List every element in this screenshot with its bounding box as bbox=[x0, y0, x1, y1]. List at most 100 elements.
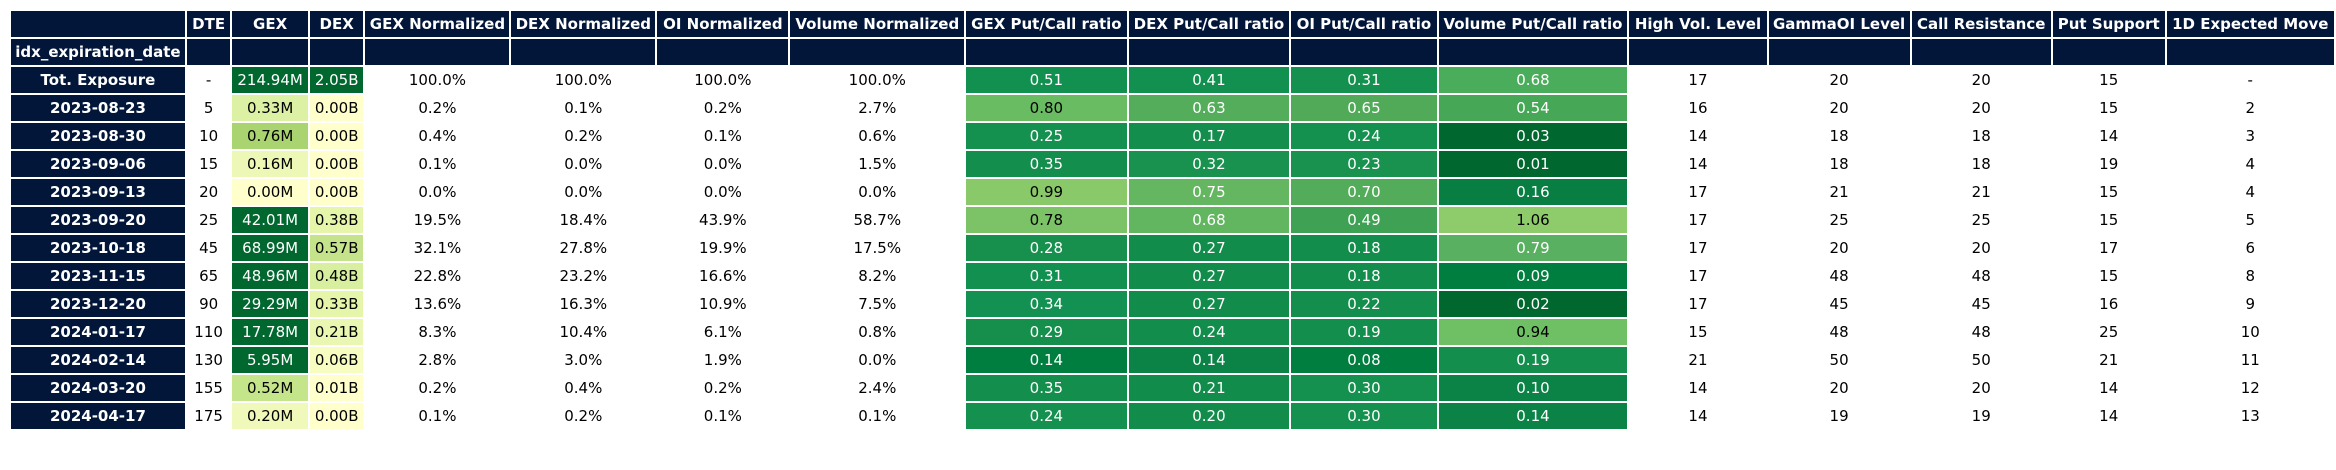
table-cell: 0.30 bbox=[1289, 401, 1439, 431]
table-cell: 0.17 bbox=[1126, 121, 1292, 151]
row-label: 2023-08-30 bbox=[9, 121, 187, 151]
column-header: Call Resistance bbox=[1909, 9, 2053, 39]
table-cell: 23.2% bbox=[509, 261, 658, 291]
table-cell: 3.0% bbox=[509, 345, 658, 375]
table-row: 2024-01-17 110 17.78M 0.21B 8.3% 10.4% 6.1% 0.8… bbox=[9, 317, 2336, 347]
table-cell: 0.1% bbox=[655, 401, 791, 431]
column-header: GEX bbox=[230, 9, 310, 39]
table-cell: 22.8% bbox=[363, 261, 512, 291]
table-cell: 0.25 bbox=[964, 121, 1129, 151]
table-cell: 0.2% bbox=[655, 93, 791, 123]
table-cell: 4 bbox=[2164, 177, 2336, 207]
table-cell: 25 bbox=[2050, 317, 2167, 347]
table-cell: 0.09 bbox=[1436, 261, 1630, 291]
table-cell: 20 bbox=[1909, 93, 2053, 123]
table-cell: 25 bbox=[1766, 205, 1912, 235]
table-cell: 0.1% bbox=[363, 401, 512, 431]
table-cell: 17 bbox=[1627, 261, 1769, 291]
table-cell: 5.95M bbox=[230, 345, 310, 375]
table-cell: 10.9% bbox=[655, 289, 791, 319]
column-header: OI Normalized bbox=[655, 9, 791, 39]
table-cell: 0.68 bbox=[1436, 65, 1630, 95]
table-header: DTE GEX DEX GEX Normalized DEX Normalized OI … bbox=[9, 9, 2336, 67]
row-label: 2024-02-14 bbox=[9, 345, 187, 375]
table-cell: 0.4% bbox=[363, 121, 512, 151]
row-label: 2023-10-18 bbox=[9, 233, 187, 263]
table-cell: 10.4% bbox=[509, 317, 658, 347]
table-cell: 0.27 bbox=[1126, 261, 1292, 291]
table-row: 2024-03-20 155 0.52M 0.01B 0.2% 0.4% 0.2% 2.4% 0… bbox=[9, 373, 2336, 403]
table-cell: 65 bbox=[184, 261, 233, 291]
table-cell: 0.1% bbox=[509, 93, 658, 123]
table-cell: 0.4% bbox=[509, 373, 658, 403]
table-cell: 45 bbox=[184, 233, 233, 263]
row-label: 2023-08-23 bbox=[9, 93, 187, 123]
table-cell: 58.7% bbox=[788, 205, 967, 235]
exposure-table-container: DTE GEX DEX GEX Normalized DEX Normalized OI … bbox=[9, 9, 2336, 431]
index-header-blank bbox=[1627, 37, 1769, 67]
table-cell: 0.21 bbox=[1126, 373, 1292, 403]
table-cell: 17.78M bbox=[230, 317, 310, 347]
table-cell: 45 bbox=[1766, 289, 1912, 319]
table-cell: 45 bbox=[1909, 289, 2053, 319]
column-header: Put Support bbox=[2050, 9, 2167, 39]
table-row: 2023-10-18 45 68.99M 0.57B 32.1% 27.8% 19.9% 17… bbox=[9, 233, 2336, 263]
table-cell: 0.2% bbox=[509, 401, 658, 431]
table-cell: 2 bbox=[2164, 93, 2336, 123]
table-cell: 43.9% bbox=[655, 205, 791, 235]
table-cell: 9 bbox=[2164, 289, 2336, 319]
table-cell: 10 bbox=[184, 121, 233, 151]
index-header-blank bbox=[964, 37, 1129, 67]
table-cell: 0.14 bbox=[1436, 401, 1630, 431]
index-header-blank bbox=[1436, 37, 1630, 67]
table-cell: 0.38B bbox=[307, 205, 366, 235]
header-corner-cell bbox=[9, 9, 187, 39]
table-cell: 130 bbox=[184, 345, 233, 375]
table-cell: 14 bbox=[1627, 373, 1769, 403]
table-cell: 0.1% bbox=[655, 121, 791, 151]
table-row: Tot. Exposure -214.94M 2.05B 100.0% 100.0% 10… bbox=[9, 65, 2336, 95]
column-header: DEX Put/Call ratio bbox=[1126, 9, 1292, 39]
table-cell: 20 bbox=[1766, 233, 1912, 263]
table-cell: 5 bbox=[2164, 205, 2336, 235]
table-cell: 0.16M bbox=[230, 149, 310, 179]
table-cell: 0.94 bbox=[1436, 317, 1630, 347]
table-cell: 0.2% bbox=[363, 93, 512, 123]
table-cell: 100.0% bbox=[788, 65, 967, 95]
table-cell: 0.14 bbox=[1126, 345, 1292, 375]
table-cell: 100.0% bbox=[509, 65, 658, 95]
table-cell: 0.01 bbox=[1436, 149, 1630, 179]
table-cell: 0.0% bbox=[509, 177, 658, 207]
table-cell: 0.99 bbox=[964, 177, 1129, 207]
table-cell: 6 bbox=[2164, 233, 2336, 263]
table-cell: 17 bbox=[1627, 205, 1769, 235]
index-header-blank bbox=[1909, 37, 2053, 67]
table-cell: 155 bbox=[184, 373, 233, 403]
table-cell: 0.30 bbox=[1289, 373, 1439, 403]
table-cell: 20 bbox=[184, 177, 233, 207]
table-cell: 0.18 bbox=[1289, 261, 1439, 291]
row-label: 2024-04-17 bbox=[9, 401, 187, 431]
column-header: High Vol. Level bbox=[1627, 9, 1769, 39]
table-cell: 2.4% bbox=[788, 373, 967, 403]
column-header: DTE bbox=[184, 9, 233, 39]
column-header: GEX Put/Call ratio bbox=[964, 9, 1129, 39]
table-cell: 14 bbox=[2050, 121, 2167, 151]
table-cell: 0.10 bbox=[1436, 373, 1630, 403]
table-cell: 0.06B bbox=[307, 345, 366, 375]
table-cell: 17 bbox=[1627, 233, 1769, 263]
table-cell: 1.5% bbox=[788, 149, 967, 179]
table-cell: 8 bbox=[2164, 261, 2336, 291]
table-cell: 0.0% bbox=[509, 149, 658, 179]
column-header: OI Put/Call ratio bbox=[1289, 9, 1439, 39]
table-cell: 4 bbox=[2164, 149, 2336, 179]
table-cell: 7.5% bbox=[788, 289, 967, 319]
table-cell: 175 bbox=[184, 401, 233, 431]
row-label: 2023-09-06 bbox=[9, 149, 187, 179]
table-cell: 0.14 bbox=[964, 345, 1129, 375]
table-cell: 17 bbox=[2050, 233, 2167, 263]
table-row: 2024-04-17 175 0.20M 0.00B 0.1% 0.2% 0.1% 0.1% 0… bbox=[9, 401, 2336, 431]
table-cell: 0.24 bbox=[1289, 121, 1439, 151]
index-header-row: idx_expiration_date bbox=[9, 37, 2336, 67]
column-header: Volume Put/Call ratio bbox=[1436, 9, 1630, 39]
